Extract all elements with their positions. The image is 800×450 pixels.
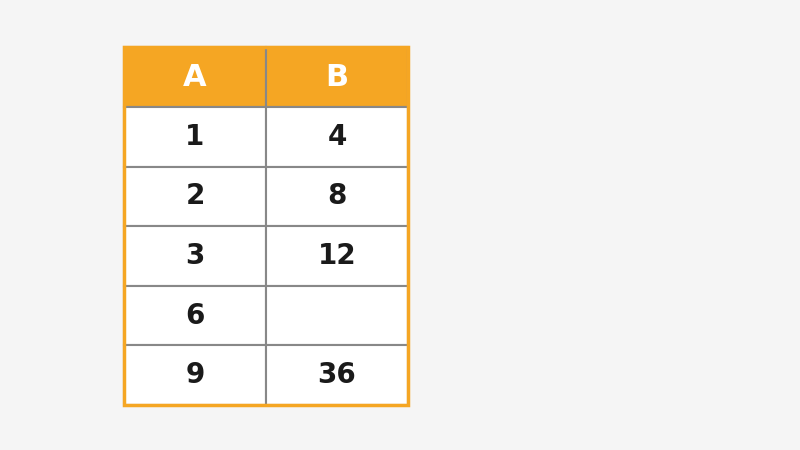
Text: 3: 3 <box>186 242 205 270</box>
FancyBboxPatch shape <box>266 286 408 346</box>
Text: A: A <box>183 63 207 91</box>
FancyBboxPatch shape <box>124 346 266 405</box>
FancyBboxPatch shape <box>266 107 408 166</box>
Text: 1: 1 <box>186 123 205 151</box>
Text: 2: 2 <box>186 182 205 210</box>
Text: 36: 36 <box>318 361 356 389</box>
Text: 6: 6 <box>186 302 205 329</box>
FancyBboxPatch shape <box>124 166 266 226</box>
Text: 9: 9 <box>186 361 205 389</box>
Text: 12: 12 <box>318 242 356 270</box>
FancyBboxPatch shape <box>124 107 266 166</box>
Text: 4: 4 <box>327 123 346 151</box>
FancyBboxPatch shape <box>124 47 266 107</box>
FancyBboxPatch shape <box>266 47 408 107</box>
FancyBboxPatch shape <box>266 346 408 405</box>
FancyBboxPatch shape <box>266 226 408 286</box>
FancyBboxPatch shape <box>124 286 266 346</box>
Text: 8: 8 <box>327 182 346 210</box>
FancyBboxPatch shape <box>266 166 408 226</box>
FancyBboxPatch shape <box>124 226 266 286</box>
Text: B: B <box>326 63 349 91</box>
